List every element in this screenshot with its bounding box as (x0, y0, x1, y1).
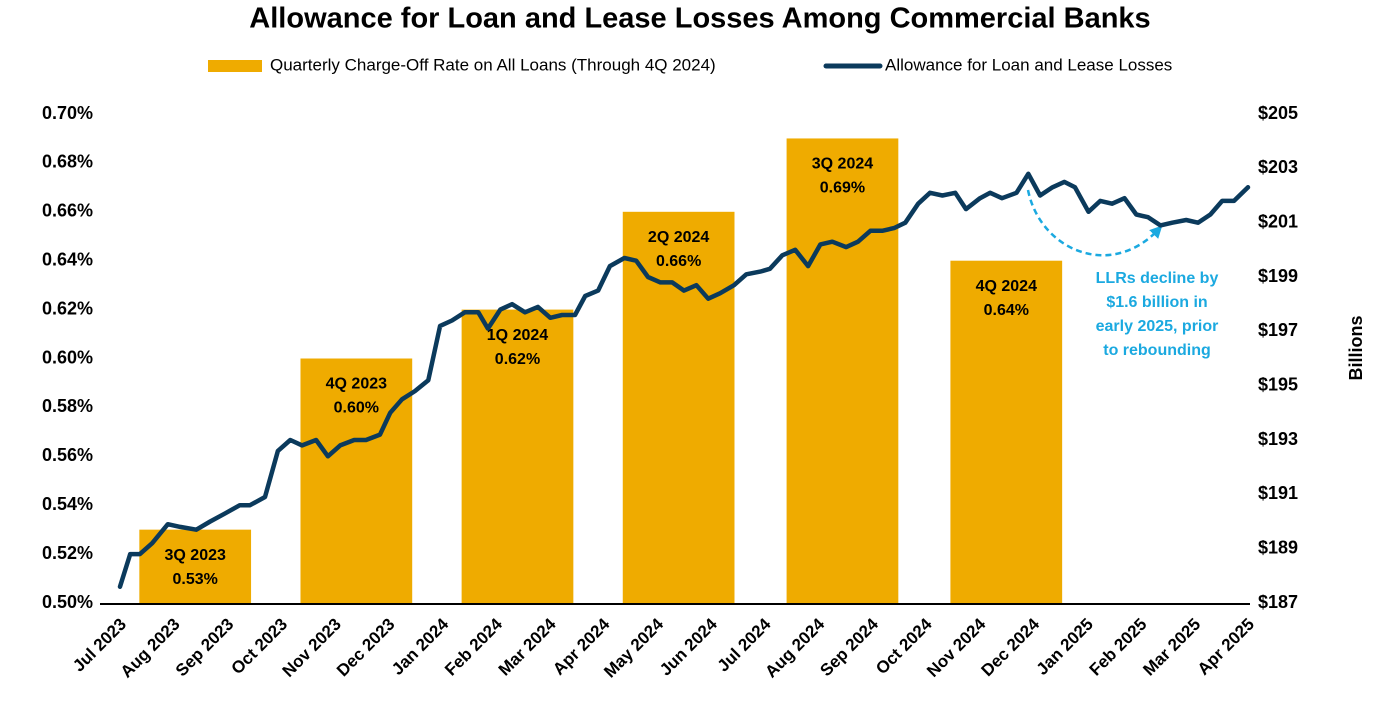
bar (622, 211, 735, 604)
y-tick-label: 0.64% (42, 249, 93, 269)
x-tick-label: Jan 2025 (1033, 615, 1097, 679)
bar-category-label: 3Q 2023 (165, 547, 226, 564)
x-tick-label: Aug 2024 (761, 614, 828, 681)
bar-value-label: 0.64% (984, 302, 1029, 319)
legend-label: Quarterly Charge-Off Rate on All Loans (… (270, 55, 716, 74)
x-tick-label: Dec 2024 (978, 614, 1044, 680)
bar-value-label: 0.66% (656, 253, 701, 270)
bar (950, 260, 1063, 603)
y2-axis-label: Billions (1346, 315, 1366, 380)
annotation: to rebounding (1103, 342, 1211, 359)
y-tick-label: 0.70% (42, 103, 93, 123)
y-tick-label: 0.66% (42, 201, 93, 221)
y-tick-label: 0.52% (42, 543, 93, 563)
x-tick-label: May 2024 (600, 614, 667, 681)
annotation: LLRs decline by (1096, 270, 1219, 287)
bar-value-label: 0.69% (820, 180, 865, 197)
bar-value-label: 0.60% (334, 400, 379, 417)
y2-tick-label: $193 (1258, 429, 1298, 449)
bar-category-label: 3Q 2024 (812, 156, 873, 173)
y2-tick-label: $199 (1258, 266, 1298, 286)
line (117, 171, 1251, 589)
x-tick-label: Apr 2025 (1194, 615, 1258, 679)
y2-tick-label: $187 (1258, 592, 1298, 612)
bar-category-label: 4Q 2023 (326, 376, 387, 393)
x-tick-label: Sep 2024 (816, 614, 882, 680)
annotation: early 2025, prior (1096, 318, 1219, 335)
y-tick-label: 0.58% (42, 396, 93, 416)
y-tick-label: 0.56% (42, 445, 93, 465)
x-tick-label: Nov 2024 (923, 614, 990, 681)
y2-tick-label: $191 (1258, 483, 1298, 503)
y-tick-label: 0.60% (42, 347, 93, 367)
x-tick-label: Mar 2024 (495, 614, 560, 679)
legend-label: Allowance for Loan and Lease Losses (885, 55, 1172, 74)
bar-category-label: 1Q 2024 (487, 327, 548, 344)
x-tick-label: Aug 2023 (117, 615, 184, 682)
y2-tick-label: $189 (1258, 537, 1298, 557)
x-tick-label: Nov 2023 (279, 615, 345, 681)
annotation-arrow (1026, 189, 1163, 257)
bar (461, 309, 574, 603)
x-tick-label: Feb 2025 (1086, 615, 1151, 680)
bar-category-label: 2Q 2024 (648, 229, 709, 246)
y2-tick-label: $195 (1258, 374, 1298, 394)
y-tick-label: 0.62% (42, 298, 93, 318)
bar-category-label: 4Q 2024 (976, 278, 1037, 295)
y2-tick-label: $203 (1258, 157, 1298, 177)
y2-tick-label: $201 (1258, 211, 1298, 231)
y2-tick-label: $205 (1258, 103, 1298, 123)
annotation: $1.6 billion in (1106, 294, 1207, 311)
bar (139, 529, 252, 603)
y-tick-label: 0.54% (42, 494, 93, 514)
legend-swatch (208, 60, 262, 72)
y2-tick-label: $197 (1258, 320, 1298, 340)
y-tick-label: 0.50% (42, 592, 93, 612)
bar-value-label: 0.62% (495, 351, 540, 368)
x-tick-label: Mar 2025 (1139, 615, 1204, 680)
x-tick-label: Sep 2023 (172, 615, 238, 681)
bar (300, 358, 413, 603)
x-tick-label: Dec 2023 (333, 615, 399, 681)
y-tick-label: 0.68% (42, 152, 93, 172)
chart-title: Allowance for Loan and Lease Losses Amon… (249, 3, 1150, 35)
x-tick-label: Jun 2024 (656, 614, 721, 679)
bar-value-label: 0.53% (173, 571, 218, 588)
x-tick-label: Feb 2024 (441, 614, 506, 679)
bar (786, 138, 899, 603)
